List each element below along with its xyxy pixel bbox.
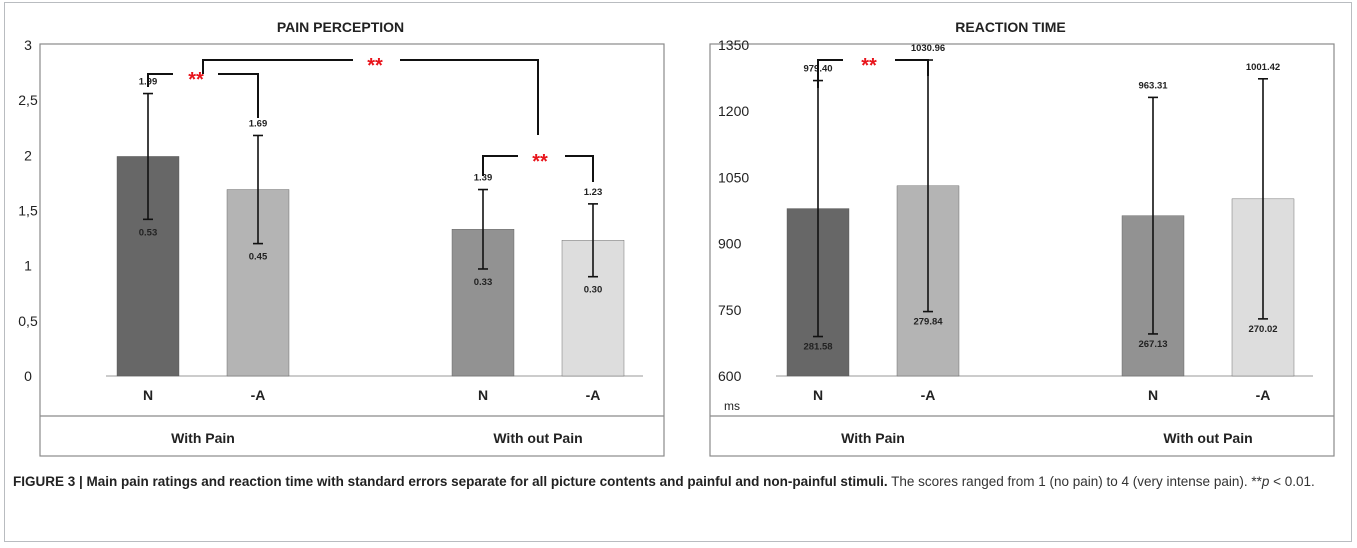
y-tick-label: 2,5	[18, 92, 38, 108]
sd-label: 281.58	[803, 342, 832, 353]
reaction-time-chart: REACTION TIME600750900105012001350ms979.…	[709, 19, 1335, 457]
y-tick-label: 0,5	[18, 313, 38, 329]
category-label: N	[813, 387, 823, 403]
caption-text-2: < 0.01.	[1269, 474, 1315, 489]
value-label: 1.69	[249, 118, 268, 129]
group-label: With Pain	[171, 430, 235, 446]
y-tick-label: 0	[24, 368, 32, 384]
sd-label: 0.53	[139, 227, 158, 238]
chart-frame	[709, 43, 1335, 457]
chart-frame	[39, 43, 665, 457]
value-label: 1.23	[584, 187, 603, 198]
significance-bracket	[817, 59, 929, 88]
significance-marker: **	[188, 69, 204, 91]
significance-marker: **	[532, 151, 548, 173]
significance-marker: **	[861, 55, 877, 77]
sd-label: 0.30	[584, 285, 603, 296]
sd-label: 0.45	[249, 252, 268, 263]
y-tick-label: 2	[24, 147, 32, 163]
group-label: With out Pain	[493, 430, 582, 446]
chart-title: REACTION TIME	[955, 19, 1065, 35]
y-tick-label: 1350	[718, 37, 749, 53]
value-label: 1030.96	[911, 43, 945, 54]
chart-title: PAIN PERCEPTION	[277, 19, 404, 35]
sd-label: 0.33	[474, 277, 493, 288]
y-tick-label: 900	[718, 236, 742, 252]
caption-text-1: The scores ranged from 1 (no pain) to 4 …	[887, 474, 1252, 489]
category-label: -A	[1256, 387, 1271, 403]
group-label: With Pain	[841, 430, 905, 446]
value-label: 1.39	[474, 173, 493, 184]
y-tick-label: 1,5	[18, 203, 38, 219]
value-label: 1001.42	[1246, 62, 1280, 73]
category-label: N	[143, 387, 153, 403]
y-unit-label: ms	[724, 399, 740, 413]
figure-caption: FIGURE 3 | Main pain ratings and reactio…	[13, 471, 1343, 492]
significance-marker: **	[367, 55, 383, 77]
y-tick-label: 1050	[718, 169, 749, 185]
category-label: N	[478, 387, 488, 403]
caption-significance: **	[1251, 474, 1262, 489]
caption-p: p	[1261, 474, 1270, 489]
category-label: -A	[921, 387, 936, 403]
caption-label: FIGURE 3 | Main pain ratings and reactio…	[13, 474, 888, 489]
y-tick-label: 600	[718, 368, 742, 384]
category-label: N	[1148, 387, 1158, 403]
pain-perception-chart: PAIN PERCEPTION00,511,522,531.990.53N1.6…	[18, 19, 665, 457]
sd-label: 267.13	[1138, 339, 1167, 350]
y-tick-label: 3	[24, 37, 32, 53]
group-label: With out Pain	[1163, 430, 1252, 446]
significance-bracket	[147, 73, 259, 118]
y-tick-label: 1200	[718, 103, 749, 119]
significance-bracket	[482, 155, 594, 182]
category-label: -A	[586, 387, 601, 403]
figure-frame	[4, 2, 1352, 542]
y-tick-label: 1	[24, 258, 32, 274]
significance-bracket	[202, 59, 539, 135]
category-label: -A	[251, 387, 266, 403]
value-label: 963.31	[1138, 80, 1168, 91]
sd-label: 279.84	[913, 317, 943, 328]
sd-label: 270.02	[1248, 324, 1277, 335]
y-tick-label: 750	[718, 302, 742, 318]
